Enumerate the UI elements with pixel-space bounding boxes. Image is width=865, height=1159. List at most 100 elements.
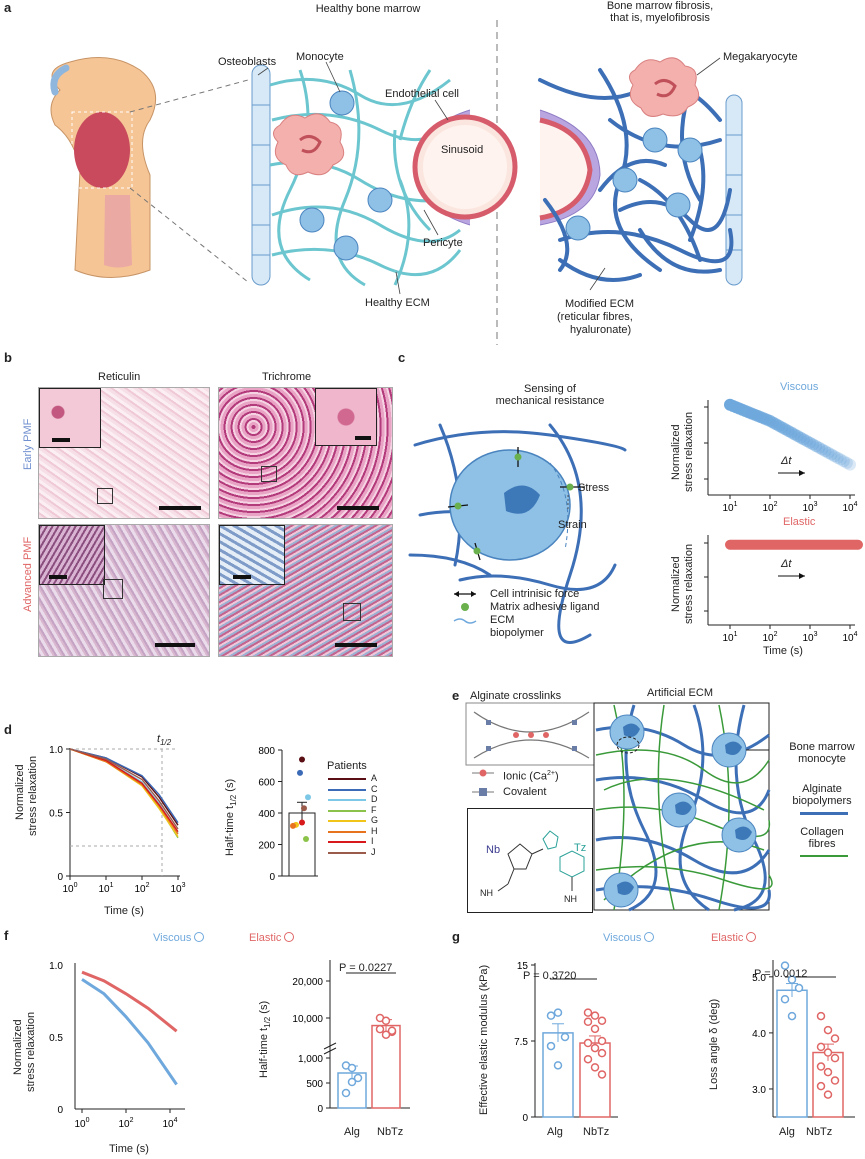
panel-f-label: f <box>4 928 9 943</box>
viscous-title-c: Viscous <box>780 381 819 393</box>
trichrome-title: Trichrome <box>262 371 312 383</box>
y-tick-label: 500 <box>306 1079 323 1090</box>
relaxation-line-C <box>69 748 179 824</box>
legend-symbols <box>453 591 477 624</box>
viscous-curve-point <box>804 436 816 449</box>
scale-bar <box>337 506 379 510</box>
patient-legend-item: D <box>328 794 398 804</box>
crosslinks-title: Alginate crosslinks <box>470 690 562 702</box>
data-point <box>590 1043 600 1053</box>
nh-label-2: NH <box>564 894 577 904</box>
bm-monocyte-label-2: monocyte <box>798 753 846 765</box>
legend-swatch <box>328 841 366 843</box>
zoom-box <box>261 466 277 482</box>
chart-g: 15 7.5 0 5.0 4.0 3.0 <box>514 960 855 1124</box>
data-point <box>823 1090 833 1099</box>
strain-label: Strain <box>558 519 587 531</box>
healthy-title: Healthy bone marrow <box>315 3 421 15</box>
y-tick-label: 0 <box>317 1104 323 1115</box>
y-tick-label: 0 <box>57 872 63 883</box>
relaxation-line-H <box>69 748 179 835</box>
ionic-label: Ionic (Ca2+) <box>503 770 559 783</box>
data-point <box>780 961 790 970</box>
viscous-curve-point <box>813 441 826 454</box>
scale-bar <box>155 643 195 647</box>
data-point <box>787 975 797 984</box>
x-tick-label: 101 <box>98 882 113 895</box>
zoom-box <box>103 579 123 599</box>
patient-legend-item: F <box>328 805 398 815</box>
fibrosis-title-1: Bone marrow fibrosis, <box>606 0 714 12</box>
panel-g-label: g <box>452 929 460 944</box>
panel-c-label: c <box>398 350 406 365</box>
fibrosis-title-2: that is, myelofibrosis <box>610 12 710 24</box>
crosslink-legend-icons <box>472 769 494 796</box>
panel-e-label: e <box>452 688 460 703</box>
y-tick-label: 10,000 <box>292 1014 323 1025</box>
circle-icon <box>284 932 295 942</box>
monocyte-cells-fibrotic <box>565 127 703 241</box>
axis-break <box>323 1042 337 1050</box>
data-point <box>590 1011 600 1020</box>
data-point <box>381 1030 391 1039</box>
y-tick-label: 0 <box>522 1113 528 1124</box>
legend-label: D <box>371 794 378 804</box>
data-point <box>590 1024 600 1034</box>
data-point <box>341 1088 351 1098</box>
legend-swatch <box>328 799 366 801</box>
g-ylabel-left: Effective elastic modulus (kPa) <box>478 964 490 1115</box>
sensing-label-1: Sensing of <box>524 383 576 395</box>
zoom-box <box>343 603 361 621</box>
data-point <box>583 1038 593 1048</box>
viscous-curve-point <box>844 458 856 471</box>
d-xlabel: Time (s) <box>104 905 144 917</box>
data-point <box>816 1011 826 1021</box>
circle-icon <box>746 932 757 942</box>
legend-label: F <box>371 804 377 815</box>
patient-legend-item: C <box>328 784 398 794</box>
viscous-curve-point <box>834 453 847 466</box>
t-half-label: t1/2 <box>157 733 172 748</box>
data-point <box>347 1063 357 1073</box>
arrow-right-icon <box>471 591 476 597</box>
g-cat-2-left: NbTz <box>583 1126 610 1138</box>
covalent-icon <box>479 788 487 796</box>
scale-bar <box>233 575 251 579</box>
viscous-curve-point <box>825 448 838 461</box>
x-tick-label: 102 <box>134 882 149 895</box>
viscous-curve-point <box>807 438 820 451</box>
sinusoid-fibrotic <box>539 109 601 226</box>
patient-legend-item: J <box>328 847 398 857</box>
inset-zoom <box>315 388 377 446</box>
modified-ecm-label-3: hyaluronate) <box>570 324 632 336</box>
legend-swatch <box>328 809 366 812</box>
legend-force: Cell intrinisic force <box>490 588 580 600</box>
data-point <box>583 1008 593 1017</box>
patient-point-D <box>305 794 311 801</box>
circle-icon <box>194 932 205 942</box>
d-ylabel-1: Normalized <box>14 764 26 820</box>
legend-swatch <box>328 820 366 822</box>
panel-d-label: d <box>4 722 12 737</box>
patient-point-H <box>290 822 296 829</box>
y-tick-label: 3.0 <box>752 1085 766 1096</box>
osteoblast-column <box>251 64 271 286</box>
patients-legend-title: Patients <box>327 760 367 772</box>
relaxation-line-viscous <box>81 978 178 1086</box>
x-tick-label: 101 <box>722 631 737 644</box>
viscous-curve-point <box>840 456 853 469</box>
y-tick-label: 1.0 <box>49 961 63 972</box>
patient-point-A <box>299 756 305 763</box>
y-tick-label: 0 <box>57 1105 63 1116</box>
alginate-label-1: Alginate <box>802 783 842 795</box>
data-point <box>560 1032 570 1042</box>
f-p-value: P = 0.0227 <box>339 962 393 974</box>
scale-bar <box>159 506 201 510</box>
legend-label: J <box>371 846 376 857</box>
data-point <box>816 1081 826 1091</box>
nb-label: Nb <box>486 844 501 856</box>
x-tick-label: 103 <box>802 631 817 644</box>
y-tick-label: 1.0 <box>49 745 63 756</box>
y-tick-label: 4.0 <box>752 1029 766 1040</box>
ionic-icon <box>479 769 487 777</box>
